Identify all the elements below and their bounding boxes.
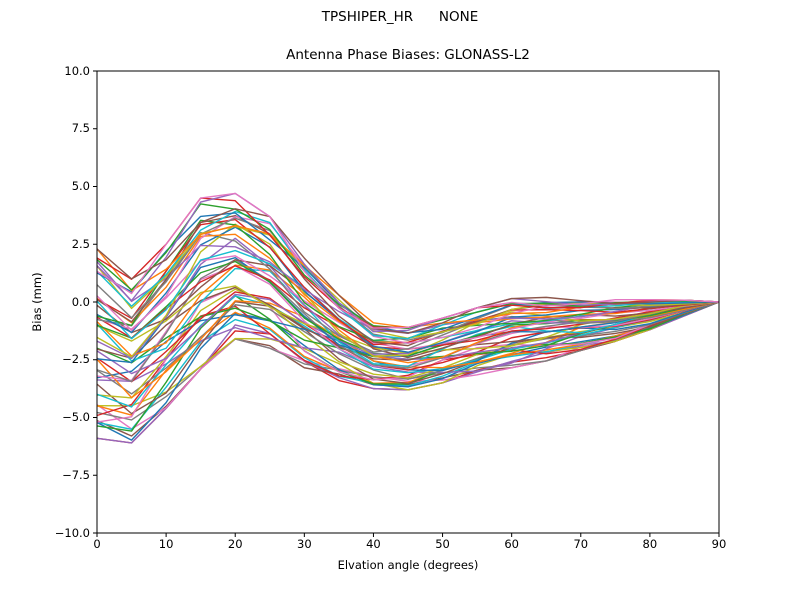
series-line (96, 260, 720, 357)
x-axis-label: Elvation angle (degrees) (337, 558, 479, 572)
x-tick-label: 0 (93, 537, 101, 551)
series-line (96, 301, 720, 395)
y-tick-label: 7.5 (71, 121, 90, 136)
y-tick-label: −5.0 (62, 410, 90, 424)
series-line (96, 223, 720, 358)
x-tick-label: 60 (504, 537, 519, 551)
y-tick-label: 5.0 (71, 179, 90, 193)
figure-title: TPSHIPER_HR NONE (321, 9, 479, 25)
y-tick-label: −2.5 (62, 352, 90, 367)
x-tick-label: 50 (435, 537, 450, 551)
x-tick-label: 10 (158, 537, 174, 551)
y-tick-label: 2.5 (71, 236, 90, 251)
series-line (96, 259, 720, 359)
y-tick-label: −10.0 (54, 525, 90, 540)
series-line (96, 291, 720, 383)
series-line (96, 218, 720, 346)
x-tick-label: 90 (711, 537, 727, 551)
series-line (96, 231, 720, 353)
y-tick-label: −7.5 (62, 467, 90, 482)
series-line (96, 295, 720, 408)
x-tick-label: 30 (297, 537, 312, 551)
y-tick-label: 10.0 (64, 63, 90, 78)
axes-title: Antenna Phase Biases: GLONASS-L2 (286, 47, 530, 63)
series-line (96, 203, 720, 330)
series-line (96, 301, 720, 415)
x-tick-label: 20 (227, 537, 243, 551)
x-tick-label: 40 (366, 537, 381, 551)
series-line (96, 210, 720, 340)
x-tick-label: 70 (573, 537, 589, 551)
series-line (96, 192, 720, 329)
series-line (96, 301, 720, 407)
y-tick-label: 0.0 (71, 294, 90, 309)
series-line (96, 208, 720, 334)
x-tick-label: 80 (642, 537, 658, 551)
series-line (96, 267, 720, 368)
